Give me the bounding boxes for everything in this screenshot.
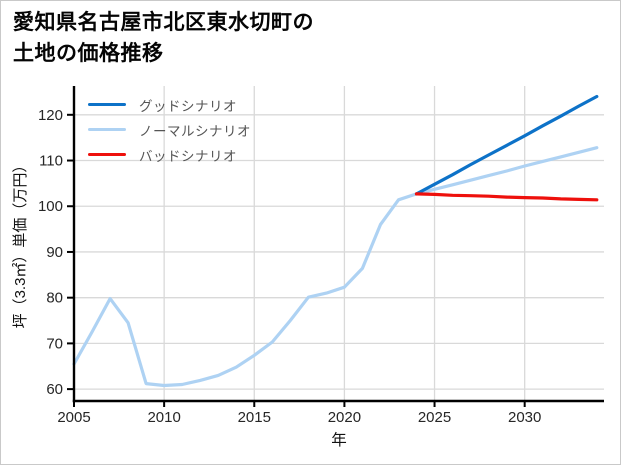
y-tick-label: 90 bbox=[46, 244, 63, 261]
normal-scenario-label: ノーマルシナリオ bbox=[139, 123, 251, 139]
x-tick-label: 2015 bbox=[238, 409, 271, 426]
chart-legend: グッドシナリオ ノーマルシナリオ バッドシナリオ bbox=[88, 92, 251, 167]
good-scenario-line-swatch bbox=[88, 102, 126, 107]
bad-scenario-label: バッドシナリオ bbox=[139, 148, 237, 164]
y-axis-label: 坪（3.3㎡）単価（万円） bbox=[12, 158, 29, 329]
x-tick-label: 2010 bbox=[147, 409, 180, 426]
series-layer bbox=[72, 94, 599, 388]
series-line-good-scenario bbox=[414, 94, 599, 196]
normal-scenario-line-swatch bbox=[88, 127, 126, 132]
x-tick-label: 2020 bbox=[328, 409, 361, 426]
chart-title-line2: 土地の価格推移 bbox=[13, 42, 164, 65]
chart-title-line1: 愛知県名古屋市北区東水切町の bbox=[13, 11, 314, 34]
series-line-bad-scenario bbox=[414, 192, 599, 202]
x-tick-label: 2030 bbox=[508, 409, 541, 426]
good-scenario-label: グッドシナリオ bbox=[139, 98, 237, 114]
bad-scenario-line-swatch bbox=[88, 152, 126, 157]
x-tick-label: 2005 bbox=[57, 409, 90, 426]
y-tick-label: 80 bbox=[46, 290, 63, 307]
x-axis-label: 年 bbox=[331, 431, 347, 449]
legend-item-normal-scenario: ノーマルシナリオ bbox=[88, 117, 251, 142]
chart-title: 愛知県名古屋市北区東水切町の 土地の価格推移 bbox=[13, 7, 314, 69]
y-tick-label: 120 bbox=[38, 107, 63, 124]
y-tick-label: 70 bbox=[46, 335, 63, 352]
legend-item-bad-scenario: バッドシナリオ bbox=[88, 142, 251, 167]
x-tick-label: 2025 bbox=[418, 409, 451, 426]
y-tick-label: 100 bbox=[38, 198, 63, 215]
y-tick-label: 110 bbox=[39, 153, 63, 170]
series-line-normal-scenario bbox=[72, 146, 599, 388]
y-tick-label: 60 bbox=[46, 381, 63, 398]
grid-layer bbox=[73, 86, 604, 401]
legend-item-good-scenario: グッドシナリオ bbox=[88, 92, 251, 117]
axis-layer: 2005 2010 2015 2020 2025 2030 60 70 80 90 100 110 12… bbox=[38, 86, 604, 426]
